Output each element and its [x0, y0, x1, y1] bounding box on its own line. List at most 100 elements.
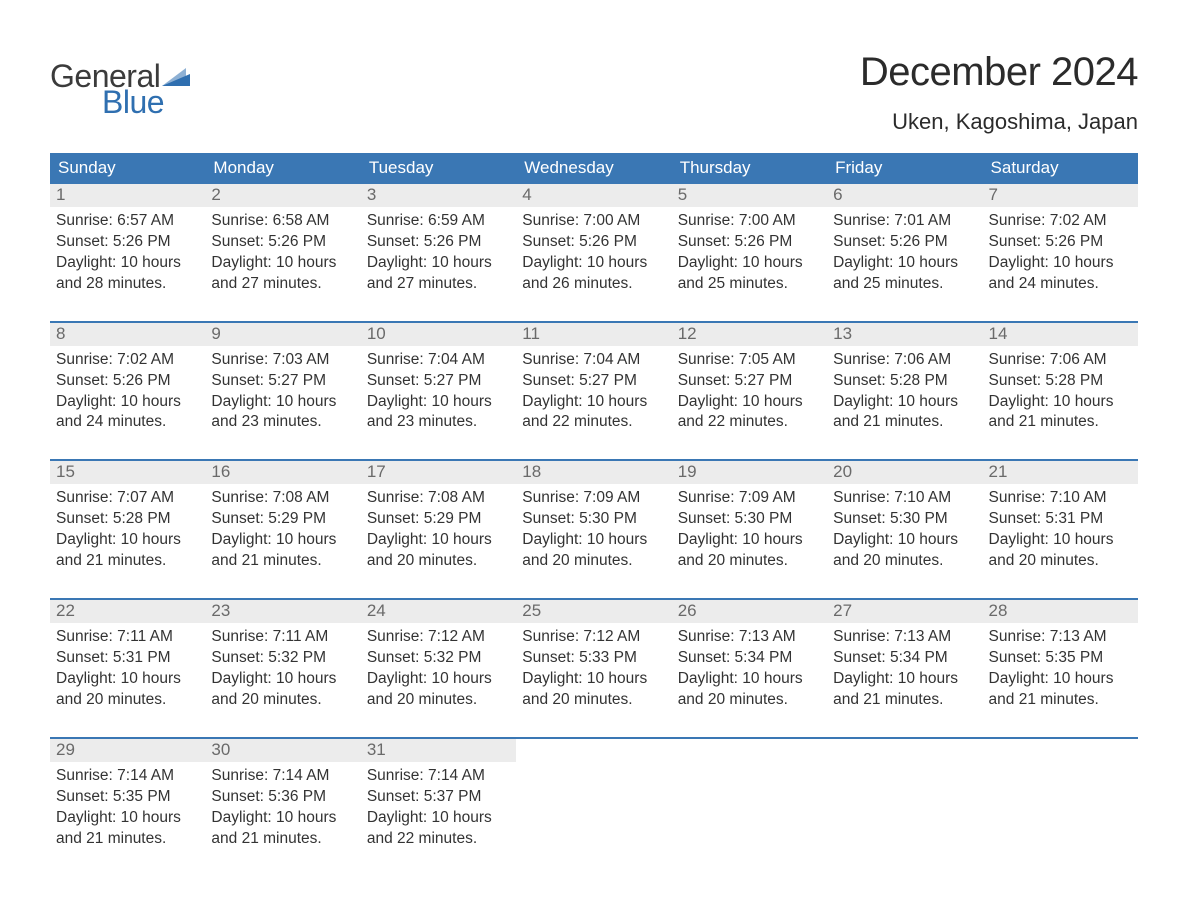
sunrise-line: Sunrise: 7:09 AM [522, 488, 665, 509]
day-number: 22 [50, 600, 205, 623]
sunrise-line: Sunrise: 7:04 AM [367, 350, 510, 371]
day-number: 10 [361, 323, 516, 346]
day-number: 11 [516, 323, 671, 346]
daylight-line-1: Daylight: 10 hours [367, 530, 510, 551]
day-body: Sunrise: 7:00 AMSunset: 5:26 PMDaylight:… [672, 207, 827, 295]
sunset-line: Sunset: 5:35 PM [56, 787, 199, 808]
daylight-line-2: and 26 minutes. [522, 274, 665, 295]
day-body: Sunrise: 7:01 AMSunset: 5:26 PMDaylight:… [827, 207, 982, 295]
day-cell: 26Sunrise: 7:13 AMSunset: 5:34 PMDayligh… [672, 600, 827, 711]
weekday-col: Sunday [50, 153, 205, 184]
day-cell: 22Sunrise: 7:11 AMSunset: 5:31 PMDayligh… [50, 600, 205, 711]
day-body: Sunrise: 7:14 AMSunset: 5:37 PMDaylight:… [361, 762, 516, 850]
sunset-line: Sunset: 5:26 PM [989, 232, 1132, 253]
daylight-line-2: and 27 minutes. [211, 274, 354, 295]
sunset-line: Sunset: 5:28 PM [56, 509, 199, 530]
daylight-line-1: Daylight: 10 hours [989, 253, 1132, 274]
weekday-col: Thursday [672, 153, 827, 184]
daylight-line-2: and 22 minutes. [522, 412, 665, 433]
sunrise-line: Sunrise: 6:58 AM [211, 211, 354, 232]
daylight-line-2: and 27 minutes. [367, 274, 510, 295]
sunrise-line: Sunrise: 7:12 AM [522, 627, 665, 648]
day-cell: 31Sunrise: 7:14 AMSunset: 5:37 PMDayligh… [361, 739, 516, 850]
daylight-line-2: and 20 minutes. [522, 690, 665, 711]
daylight-line-2: and 21 minutes. [211, 829, 354, 850]
day-cell [983, 739, 1138, 850]
day-cell [827, 739, 982, 850]
day-body: Sunrise: 7:04 AMSunset: 5:27 PMDaylight:… [361, 346, 516, 434]
daylight-line-1: Daylight: 10 hours [367, 669, 510, 690]
daylight-line-1: Daylight: 10 hours [56, 808, 199, 829]
sunrise-line: Sunrise: 7:02 AM [56, 350, 199, 371]
sunset-line: Sunset: 5:28 PM [833, 371, 976, 392]
week-row: 29Sunrise: 7:14 AMSunset: 5:35 PMDayligh… [50, 737, 1138, 850]
day-number: 7 [983, 184, 1138, 207]
sunrise-line: Sunrise: 7:01 AM [833, 211, 976, 232]
daylight-line-1: Daylight: 10 hours [678, 392, 821, 413]
day-body: Sunrise: 7:09 AMSunset: 5:30 PMDaylight:… [672, 484, 827, 572]
day-number: 18 [516, 461, 671, 484]
sunset-line: Sunset: 5:26 PM [833, 232, 976, 253]
daylight-line-2: and 24 minutes. [56, 412, 199, 433]
day-number: 6 [827, 184, 982, 207]
daylight-line-2: and 20 minutes. [833, 551, 976, 572]
sunset-line: Sunset: 5:30 PM [833, 509, 976, 530]
day-cell: 24Sunrise: 7:12 AMSunset: 5:32 PMDayligh… [361, 600, 516, 711]
daylight-line-1: Daylight: 10 hours [211, 669, 354, 690]
daylight-line-2: and 20 minutes. [367, 690, 510, 711]
day-cell: 8Sunrise: 7:02 AMSunset: 5:26 PMDaylight… [50, 323, 205, 434]
day-body: Sunrise: 7:13 AMSunset: 5:34 PMDaylight:… [827, 623, 982, 711]
day-cell: 5Sunrise: 7:00 AMSunset: 5:26 PMDaylight… [672, 184, 827, 295]
sunrise-line: Sunrise: 7:05 AM [678, 350, 821, 371]
day-cell: 28Sunrise: 7:13 AMSunset: 5:35 PMDayligh… [983, 600, 1138, 711]
day-body: Sunrise: 6:58 AMSunset: 5:26 PMDaylight:… [205, 207, 360, 295]
day-number: 5 [672, 184, 827, 207]
daylight-line-2: and 23 minutes. [367, 412, 510, 433]
day-body: Sunrise: 7:07 AMSunset: 5:28 PMDaylight:… [50, 484, 205, 572]
daylight-line-2: and 21 minutes. [989, 412, 1132, 433]
day-body: Sunrise: 6:59 AMSunset: 5:26 PMDaylight:… [361, 207, 516, 295]
daylight-line-2: and 28 minutes. [56, 274, 199, 295]
sunrise-line: Sunrise: 7:11 AM [211, 627, 354, 648]
page-header: General Blue December 2024 Uken, Kagoshi… [50, 50, 1138, 135]
daylight-line-2: and 25 minutes. [678, 274, 821, 295]
day-cell: 3Sunrise: 6:59 AMSunset: 5:26 PMDaylight… [361, 184, 516, 295]
sunset-line: Sunset: 5:32 PM [211, 648, 354, 669]
day-cell: 20Sunrise: 7:10 AMSunset: 5:30 PMDayligh… [827, 461, 982, 572]
daylight-line-1: Daylight: 10 hours [678, 669, 821, 690]
day-cell: 19Sunrise: 7:09 AMSunset: 5:30 PMDayligh… [672, 461, 827, 572]
sunrise-line: Sunrise: 7:13 AM [989, 627, 1132, 648]
day-body: Sunrise: 7:04 AMSunset: 5:27 PMDaylight:… [516, 346, 671, 434]
day-number: 17 [361, 461, 516, 484]
daylight-line-1: Daylight: 10 hours [367, 253, 510, 274]
daylight-line-1: Daylight: 10 hours [522, 392, 665, 413]
weekday-col: Saturday [983, 153, 1138, 184]
sunrise-line: Sunrise: 7:07 AM [56, 488, 199, 509]
day-body: Sunrise: 7:13 AMSunset: 5:35 PMDaylight:… [983, 623, 1138, 711]
sunset-line: Sunset: 5:31 PM [989, 509, 1132, 530]
sunrise-line: Sunrise: 7:00 AM [678, 211, 821, 232]
daylight-line-2: and 24 minutes. [989, 274, 1132, 295]
daylight-line-1: Daylight: 10 hours [211, 392, 354, 413]
daylight-line-1: Daylight: 10 hours [56, 392, 199, 413]
daylight-line-1: Daylight: 10 hours [211, 253, 354, 274]
day-cell: 11Sunrise: 7:04 AMSunset: 5:27 PMDayligh… [516, 323, 671, 434]
month-title: December 2024 [860, 50, 1138, 95]
day-cell [672, 739, 827, 850]
weekday-col: Monday [205, 153, 360, 184]
day-cell: 7Sunrise: 7:02 AMSunset: 5:26 PMDaylight… [983, 184, 1138, 295]
daylight-line-1: Daylight: 10 hours [678, 530, 821, 551]
sunset-line: Sunset: 5:29 PM [367, 509, 510, 530]
sunrise-line: Sunrise: 7:14 AM [211, 766, 354, 787]
day-cell [516, 739, 671, 850]
day-number: 31 [361, 739, 516, 762]
day-cell: 21Sunrise: 7:10 AMSunset: 5:31 PMDayligh… [983, 461, 1138, 572]
day-body: Sunrise: 7:08 AMSunset: 5:29 PMDaylight:… [205, 484, 360, 572]
sunset-line: Sunset: 5:27 PM [367, 371, 510, 392]
daylight-line-2: and 21 minutes. [989, 690, 1132, 711]
day-body: Sunrise: 7:02 AMSunset: 5:26 PMDaylight:… [50, 346, 205, 434]
day-number: 12 [672, 323, 827, 346]
day-number: 27 [827, 600, 982, 623]
sunrise-line: Sunrise: 7:11 AM [56, 627, 199, 648]
day-cell: 27Sunrise: 7:13 AMSunset: 5:34 PMDayligh… [827, 600, 982, 711]
